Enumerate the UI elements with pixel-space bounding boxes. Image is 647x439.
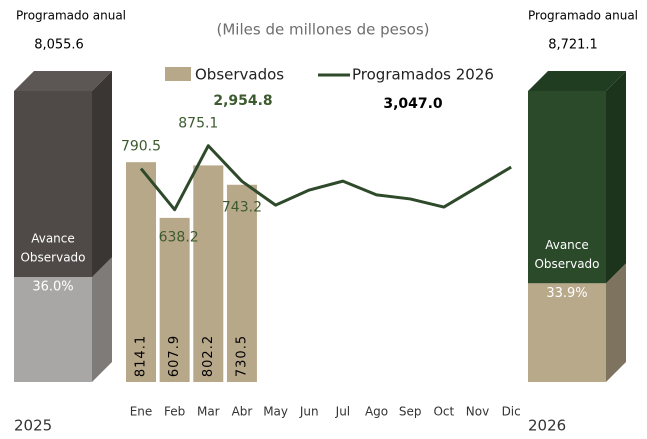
x-tick-label: Jun <box>299 405 319 419</box>
x-tick-label: Nov <box>466 405 489 419</box>
legend-label: Observados <box>195 66 284 84</box>
programmed-total: 3,047.0 <box>383 96 443 112</box>
box-label: Observado <box>534 257 599 271</box>
box-front-upper <box>528 91 606 284</box>
x-tick-label: Ago <box>365 405 388 419</box>
bar <box>226 184 257 382</box>
x-tick-label: May <box>263 405 288 419</box>
x-tick-label: Feb <box>164 405 185 419</box>
x-tick-label: Dic <box>502 405 521 419</box>
box-percent: 36.0% <box>32 280 73 295</box>
box-percent: 33.9% <box>546 286 587 301</box>
box-front-upper <box>14 91 92 278</box>
box-front-lower <box>528 283 606 382</box>
box-label: Observado <box>20 251 85 265</box>
year-label: 2026 <box>528 417 566 435</box>
bar-label: 607.9 <box>167 335 182 377</box>
subtitle: (Miles de millones de pesos) <box>217 21 430 39</box>
side-heading: Programado anual <box>528 9 638 23</box>
bar <box>193 165 224 382</box>
box-top <box>14 71 112 91</box>
line-label: 790.5 <box>121 139 161 155</box>
box-label: Avance <box>545 238 589 252</box>
x-tick-label: Oct <box>433 405 454 419</box>
box-label: Avance <box>31 232 75 246</box>
year-label: 2025 <box>14 417 52 435</box>
x-tick-label: Mar <box>197 405 220 419</box>
line-label: 638.2 <box>159 230 199 246</box>
bar <box>126 162 156 382</box>
annual-value: 8,721.1 <box>548 38 598 53</box>
legend-label: Programados 2026 <box>352 66 494 84</box>
box-top <box>528 71 626 91</box>
x-tick-label: Sep <box>399 405 422 419</box>
bar <box>159 217 190 382</box>
x-tick-label: Ene <box>130 405 153 419</box>
line <box>139 144 512 212</box>
bar-label: 802.2 <box>201 335 216 377</box>
side-heading: Programado anual <box>16 9 126 23</box>
x-tick-label: Jul <box>335 405 350 419</box>
annual-value: 8,055.6 <box>34 38 84 53</box>
box-side-upper <box>92 71 112 278</box>
line-label: 875.1 <box>178 116 218 132</box>
bar-label: 814.1 <box>134 335 149 377</box>
box-front-lower <box>14 277 92 382</box>
box-side-lower <box>92 257 112 382</box>
box-side-lower <box>606 263 626 382</box>
box-side-upper <box>606 71 626 284</box>
legend-swatch-bar <box>165 67 191 81</box>
observed-total: 2,954.8 <box>213 93 272 109</box>
x-tick-label: Abr <box>232 405 253 419</box>
bar-label: 730.5 <box>234 335 249 377</box>
line-label: 743.2 <box>222 199 262 215</box>
